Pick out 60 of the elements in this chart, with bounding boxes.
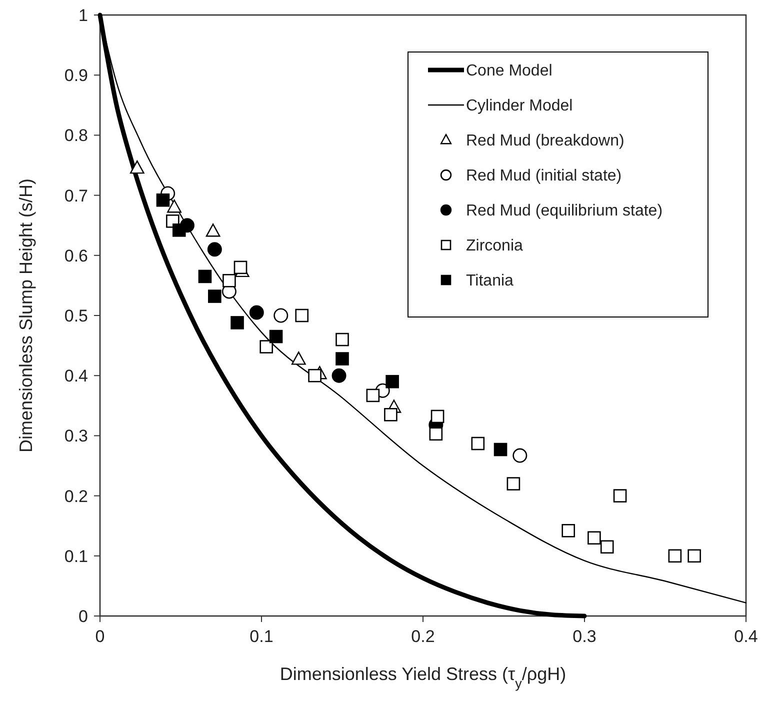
point: [471, 436, 485, 450]
point: [172, 224, 186, 237]
point: [332, 368, 346, 383]
y-tick-label: 0.5: [64, 306, 88, 326]
point: [269, 330, 283, 344]
point: [130, 160, 144, 174]
legend-label: Zirconia: [466, 238, 524, 255]
y-tick-label: 0.9: [64, 66, 88, 86]
point: [429, 427, 443, 441]
x-tick-label: 0.2: [411, 627, 435, 646]
point: [386, 374, 399, 388]
legend-label: Red Mud (breakdown): [466, 132, 624, 150]
point: [336, 332, 349, 346]
y-tick-label: 0.2: [64, 486, 88, 506]
legend-label: Cone Model: [466, 62, 552, 80]
point: [291, 352, 306, 365]
x-tick-label: 0: [95, 627, 105, 646]
point: [234, 260, 248, 274]
point: [430, 410, 444, 424]
legend-label: Titania: [466, 272, 514, 290]
point: [222, 274, 236, 288]
legend-label: Cylinder Model: [466, 98, 573, 115]
point: [366, 388, 380, 402]
legend-label: Red Mud (initial state): [466, 168, 622, 185]
point: [230, 316, 244, 330]
point: [208, 290, 222, 303]
y-tick-label: 0.6: [64, 246, 88, 266]
point: [668, 549, 682, 563]
y-tick-label: 0.3: [64, 426, 88, 446]
x-tick-label: 0.1: [250, 627, 274, 646]
point: [384, 408, 398, 422]
point: [206, 224, 220, 237]
point: [562, 524, 575, 538]
point: [494, 442, 508, 456]
x-tick-label: 0.3: [572, 627, 596, 646]
point: [588, 531, 601, 545]
y-tick-label: 0.8: [64, 126, 88, 146]
point: [167, 200, 182, 213]
x-axis-title: Dimensionless Yield Stress (τ$_{y}$/ρgH): [280, 664, 566, 690]
point: [336, 352, 349, 366]
y-tick-label: 1: [78, 6, 88, 25]
legend-label: Red Mud (equilibrium state): [466, 202, 663, 220]
point: [512, 448, 528, 463]
y-tick-label: 0: [78, 606, 88, 626]
point: [600, 540, 614, 554]
point: [688, 549, 701, 563]
point: [249, 305, 264, 320]
y-tick-label: 0.1: [64, 546, 88, 566]
point: [295, 308, 309, 322]
point: [506, 477, 520, 490]
y-axis-title: Dimensionless Slump Height (s/H): [16, 178, 36, 453]
x-tick-label: 0.4: [734, 627, 758, 646]
y-tick-label: 0.4: [64, 366, 88, 386]
point: [613, 489, 627, 502]
y-tick-label: 0.7: [64, 186, 88, 206]
point: [308, 368, 322, 382]
point: [207, 242, 222, 257]
point: [198, 270, 212, 284]
point: [274, 308, 288, 323]
point: [156, 193, 170, 207]
